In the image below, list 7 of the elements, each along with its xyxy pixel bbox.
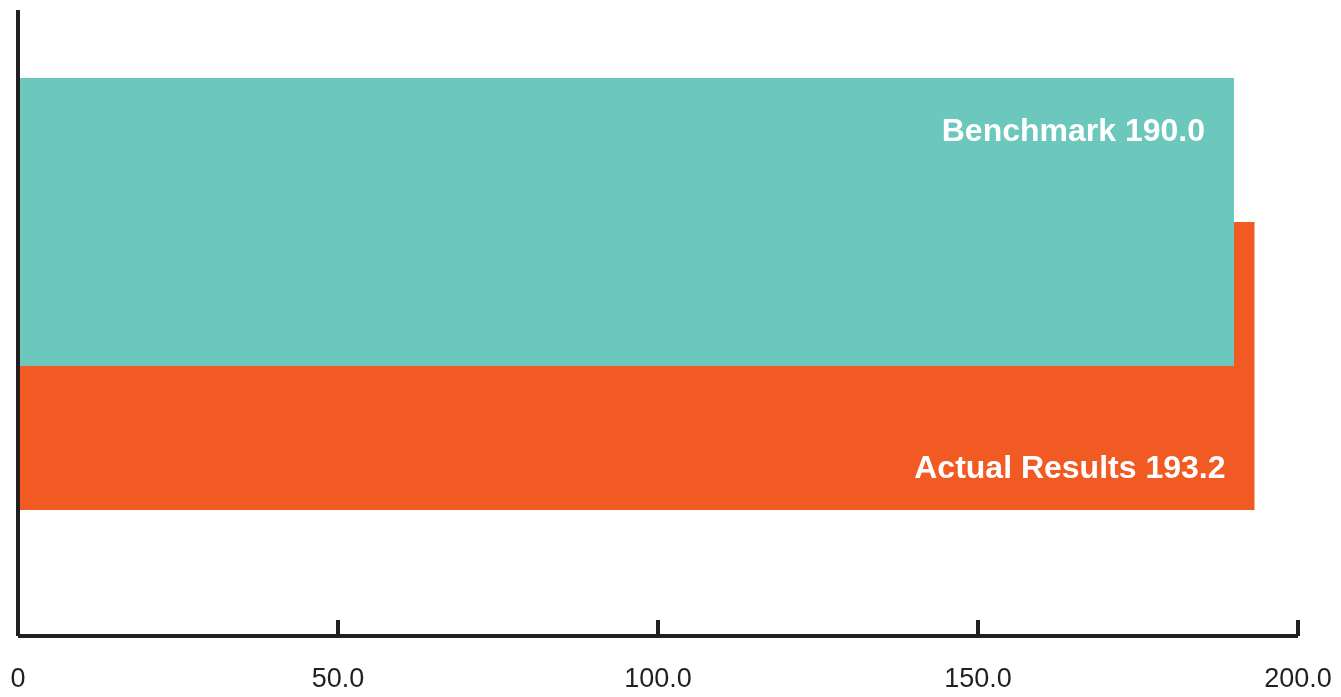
x-tick-label: 100.0 — [624, 663, 692, 694]
text: Actual Results 193.2 — [914, 449, 1226, 485]
text: Benchmark 190.0 — [941, 112, 1205, 148]
x-tick-label: 0 — [10, 663, 26, 694]
x-tick-label: 150.0 — [944, 663, 1012, 694]
x-tick-label: 50.0 — [311, 663, 365, 694]
x-tick-label: 200.0 — [1264, 663, 1332, 694]
